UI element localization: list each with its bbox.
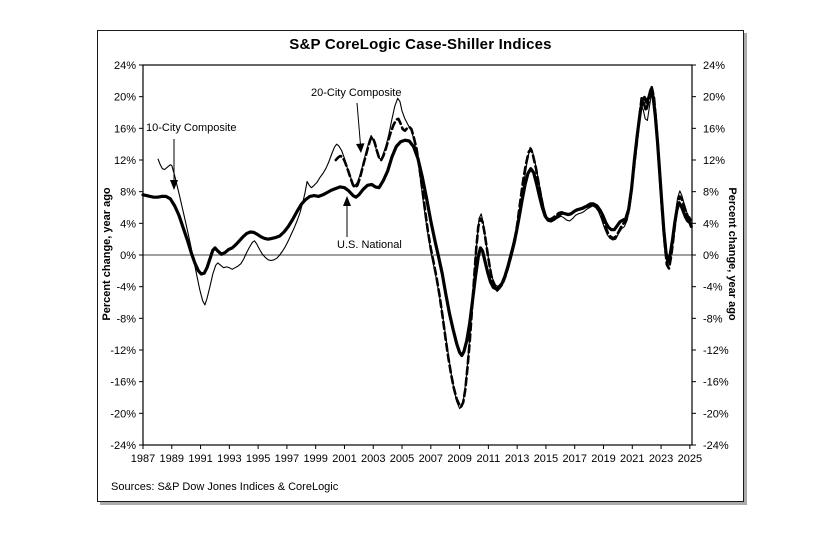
figure-border [97,30,744,502]
y-tick-label-right: 12% [703,155,725,167]
arrow-20-city-line [356,102,361,146]
x-tick-label: 2001 [332,453,356,465]
series-line-10-city-composite [157,92,692,410]
y-axis-label-right: Percent change, year ago [726,187,738,321]
chart-generated-layer: 24% 24% 20% 20% 16% 16% 12% 12% 8% 8% 4% 4% 0% 0% -4% -… [110,60,729,465]
x-tick-label: 1993 [217,453,241,465]
x-tick-label: 2017 [562,453,586,465]
y-tick-label-right: 0% [703,250,719,262]
y-tick-label-left: 8% [120,187,136,199]
x-tick-label: 2021 [620,453,644,465]
x-tick-label: 2007 [419,453,443,465]
x-tick-label: 2015 [534,453,558,465]
y-tick-label-left: 24% [114,60,136,72]
y-tick-label-left: -8% [116,313,136,325]
y-tick-label-left: -16% [110,377,136,389]
x-tick-label: 2003 [361,453,385,465]
x-tick-label: 1987 [131,453,155,465]
y-tick-label-right: 8% [703,187,719,199]
y-tick-label-right: -4% [703,282,723,294]
x-tick-label: 2009 [447,453,471,465]
annotation-arrows [170,102,365,237]
y-tick-label-right: -8% [703,313,723,325]
series-line-u-s-national [141,87,693,358]
x-tick-label: 2019 [591,453,615,465]
x-tick-label: 2025 [678,453,702,465]
x-tick-label: 1995 [246,453,270,465]
y-tick-label-left: 20% [114,92,136,104]
x-tick-label: 1997 [275,453,299,465]
y-tick-label-left: -12% [110,345,136,357]
annotation-20-city-composite: 20-City Composite [311,87,402,99]
y-tick-label-left: 12% [114,155,136,167]
x-tick-label: 1991 [188,453,212,465]
y-tick-label-right: -12% [703,345,729,357]
y-tick-label-right: 16% [703,123,725,135]
y-tick-label-right: -16% [703,377,729,389]
y-tick-label-left: 4% [120,218,136,230]
x-tick-label: 2023 [649,453,673,465]
x-tick-label: 1999 [303,453,327,465]
arrow-us-national-head [343,196,351,206]
y-tick-label-right: 24% [703,60,725,72]
x-tick-label: 1989 [160,453,184,465]
y-tick-label-left: 0% [120,250,136,262]
source-note: Sources: S&P Dow Jones Indices & CoreLog… [111,481,339,493]
y-tick-label-right: 20% [703,92,725,104]
y-tick-label-right: -20% [703,408,729,420]
arrow-20-city-head [356,143,365,153]
y-tick-label-left: 16% [114,123,136,135]
arrow-10-city-head [170,180,178,190]
y-tick-label-right: -24% [703,440,729,452]
chart-title: S&P CoreLogic Case-Shiller Indices [289,36,552,53]
x-tick-label: 2011 [477,453,501,465]
y-tick-label-left: -4% [116,282,136,294]
y-axis-label-left: Percent change, year ago [101,187,113,321]
y-tick-label-left: -24% [110,440,136,452]
x-tick-label: 2013 [505,453,529,465]
annotation-10-city-composite: 10-City Composite [146,122,237,134]
y-tick-label-right: 4% [703,218,719,230]
annotation-us-national: U.S. National [337,239,402,251]
x-tick-label: 2005 [390,453,414,465]
y-tick-label-left: -20% [110,408,136,420]
